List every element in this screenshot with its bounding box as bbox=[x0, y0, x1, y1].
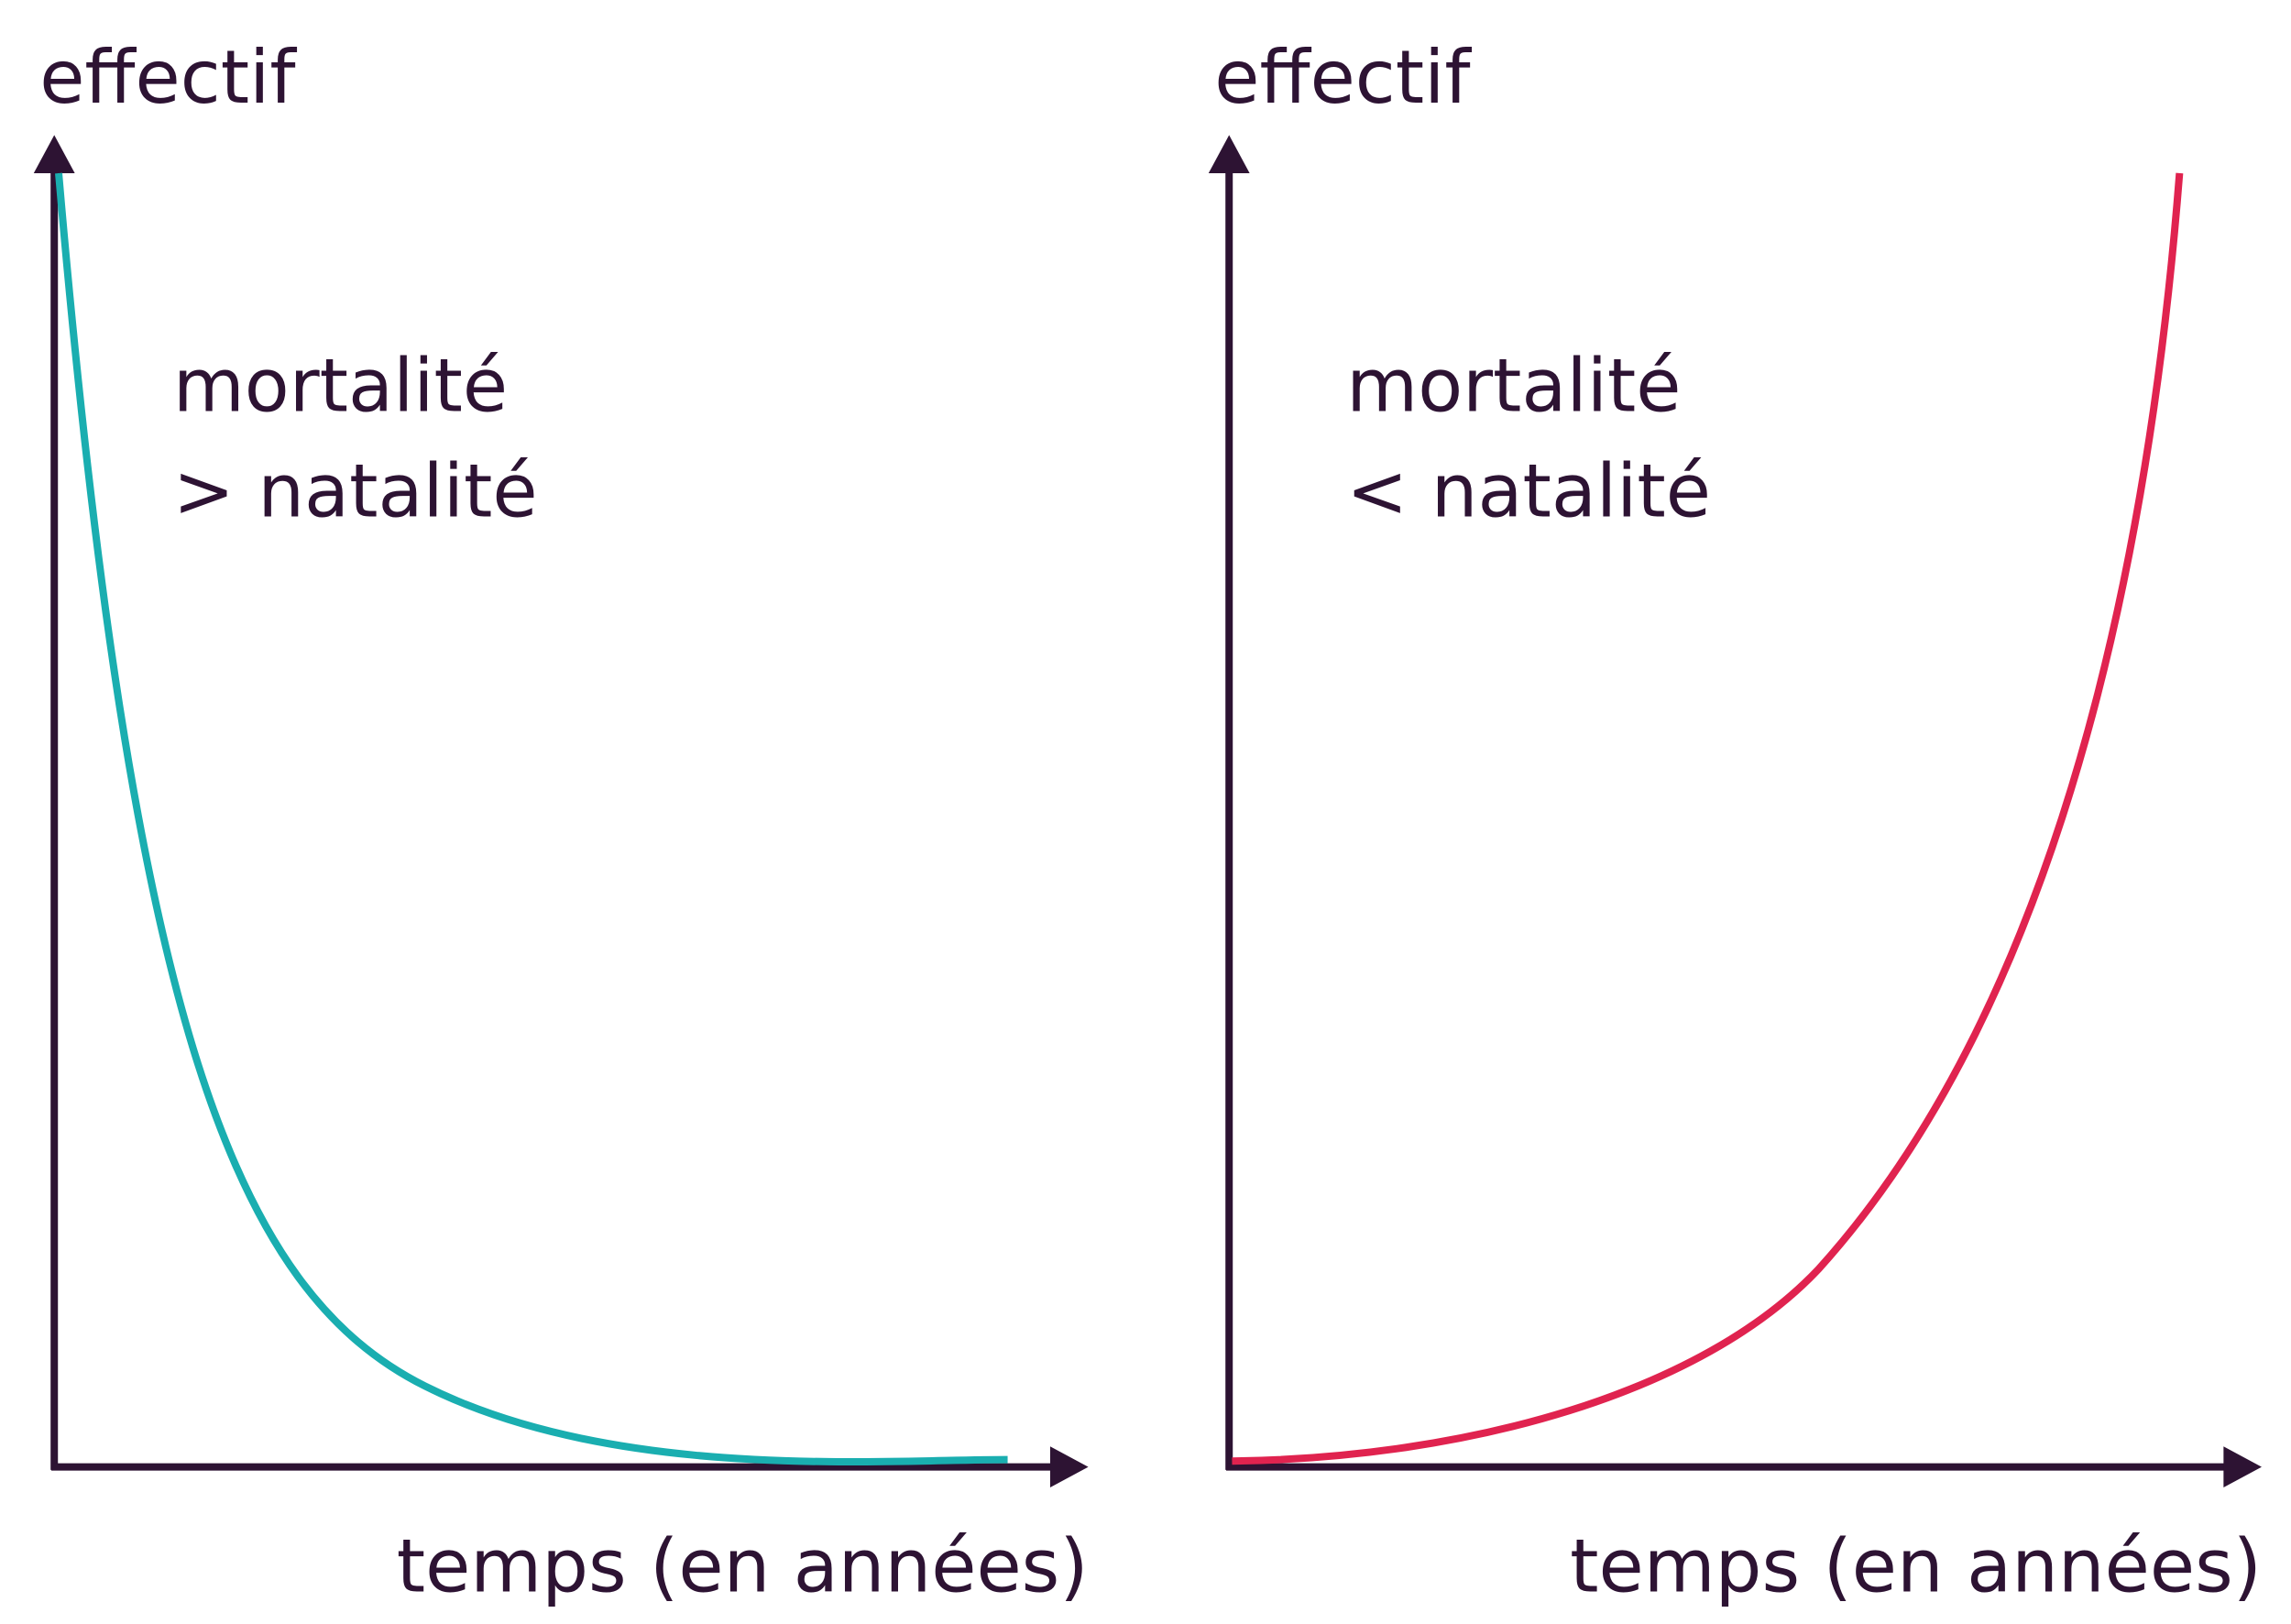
y-arrow bbox=[33, 135, 75, 173]
panel-left: effectif temps (en années) mortalité > n… bbox=[33, 35, 1089, 1609]
annotation: > natalité bbox=[173, 448, 538, 533]
x-label: temps (en années) bbox=[397, 1524, 1089, 1609]
y-arrow bbox=[1208, 135, 1250, 173]
annotation: < natalité bbox=[1346, 448, 1711, 533]
panel-right: effectif temps (en années) mortalité < n… bbox=[1208, 35, 2262, 1609]
annotation: mortalité bbox=[1346, 343, 1681, 428]
growth-curve bbox=[1232, 172, 2184, 1465]
decay-curve bbox=[55, 172, 1008, 1466]
y-label: effectif bbox=[39, 35, 297, 120]
x-arrow bbox=[1049, 1446, 1089, 1488]
x-label: temps (en années) bbox=[1570, 1524, 2262, 1609]
y-label: effectif bbox=[1214, 35, 1472, 120]
x-arrow bbox=[2223, 1446, 2262, 1488]
annotation: mortalité bbox=[173, 343, 508, 428]
